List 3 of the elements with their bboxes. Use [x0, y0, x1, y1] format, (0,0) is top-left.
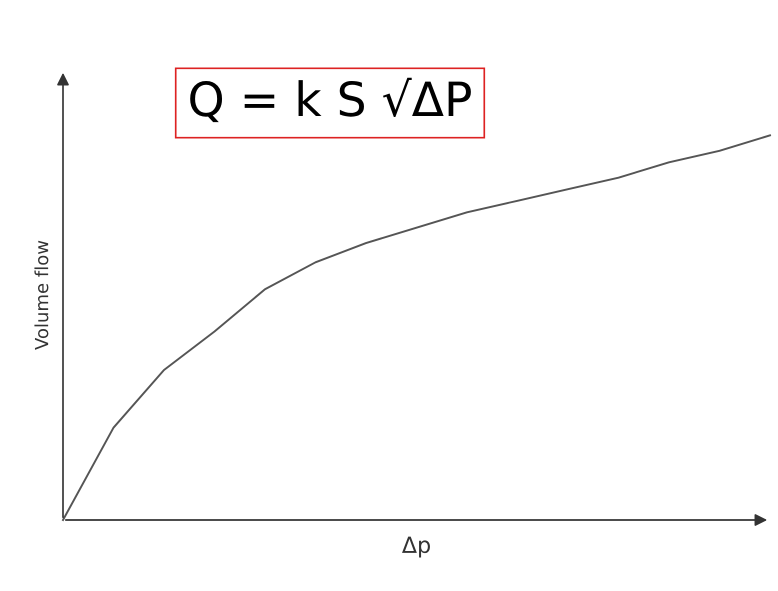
x-axis-title: Δp: [402, 536, 430, 558]
text: Q = k S √ΔP: [190, 78, 471, 122]
y-axis-title: Volume flow: [34, 240, 48, 350]
